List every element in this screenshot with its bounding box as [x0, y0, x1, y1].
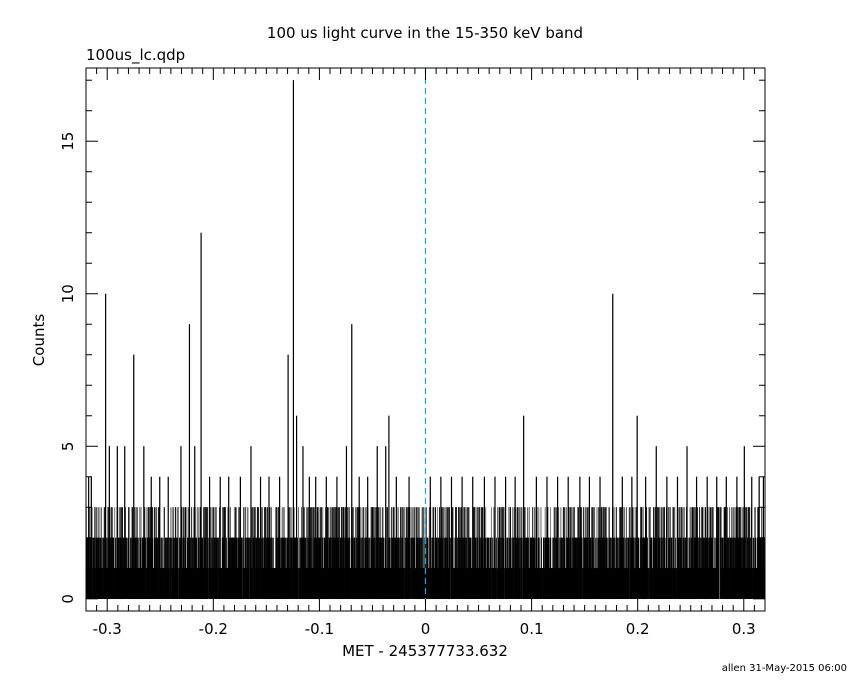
y-tick-label: 10 — [59, 284, 77, 303]
footer-credit: allen 31-May-2015 06:00 — [722, 663, 847, 674]
y-axis-ticks: 0 5 10 15 — [59, 79, 765, 604]
x-tick-label: 0.2 — [626, 620, 650, 638]
x-tick-label: 0.1 — [520, 620, 544, 638]
file-label: 100us_lc.qdp — [86, 46, 185, 65]
x-tick-label: -0.1 — [305, 620, 334, 638]
x-tick-label: -0.3 — [93, 620, 122, 638]
chart-title: 100 us light curve in the 15-350 keV ban… — [267, 24, 583, 42]
x-tick-label: -0.2 — [199, 620, 228, 638]
y-tick-label: 5 — [59, 442, 77, 452]
y-tick-label: 15 — [59, 132, 77, 151]
y-axis-label: Counts — [30, 314, 48, 367]
y-tick-label: 0 — [59, 594, 77, 604]
x-axis-label: MET - 245377733.632 — [342, 642, 508, 660]
count-bars — [85, 80, 766, 599]
x-tick-label: 0.3 — [732, 620, 756, 638]
x-tick-label: 0 — [421, 620, 431, 638]
x-axis-ticks: -0.3 -0.2 -0.1 0 0.1 0.2 0.3 — [85, 68, 766, 638]
